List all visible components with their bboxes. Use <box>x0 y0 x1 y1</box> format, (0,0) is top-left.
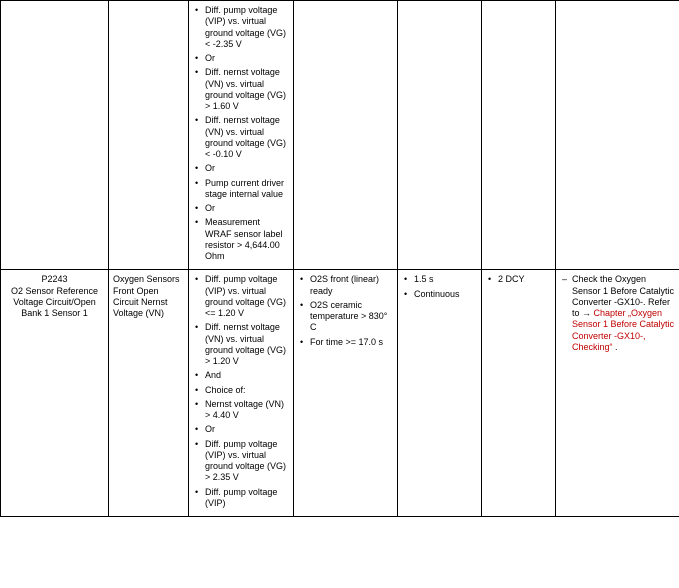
secondary-item: O2S ceramic temperature > 830° C <box>298 300 393 334</box>
table-row: P2243 O2 Sensor Reference Voltage Circui… <box>1 270 679 517</box>
cell-secondary: O2S front (linear) ready O2S ceramic tem… <box>294 270 398 517</box>
criteria-list: Diff. pump voltage (VIP) vs. virtual gro… <box>193 5 289 262</box>
criteria-item: Choice of: <box>193 385 289 396</box>
cell-action <box>556 1 679 270</box>
cell-mil: 2 DCY <box>482 270 556 517</box>
secondary-list: O2S front (linear) ready O2S ceramic tem… <box>298 274 393 348</box>
criteria-item: Diff. nernst voltage (VN) vs. virtual gr… <box>193 67 289 112</box>
mil-item: 2 DCY <box>486 274 551 285</box>
page-container: Diff. pump voltage (VIP) vs. virtual gro… <box>0 0 679 588</box>
cell-action: Check the Oxygen Sensor 1 Before Catalyt… <box>556 270 679 517</box>
criteria-item: Or <box>193 424 289 435</box>
time-list: 1.5 s Continuous <box>402 274 477 300</box>
secondary-item: O2S front (linear) ready <box>298 274 393 297</box>
cell-secondary <box>294 1 398 270</box>
action-text-post: . <box>613 342 618 352</box>
criteria-item: Or <box>193 53 289 64</box>
action-item: Check the Oxygen Sensor 1 Before Catalyt… <box>560 274 675 353</box>
time-item: 1.5 s <box>402 274 477 285</box>
dtc-code: P2243 <box>5 274 104 285</box>
criteria-item: Diff. pump voltage (VIP) <box>193 487 289 510</box>
cell-time: 1.5 s Continuous <box>398 270 482 517</box>
criteria-item: Diff. nernst voltage (VN) vs. virtual gr… <box>193 115 289 160</box>
action-list: Check the Oxygen Sensor 1 Before Catalyt… <box>560 274 675 353</box>
cell-criteria: Diff. pump voltage (VIP) vs. virtual gro… <box>189 270 294 517</box>
cell-mil <box>482 1 556 270</box>
criteria-item: Pump current driver stage internal value <box>193 178 289 201</box>
criteria-item: And <box>193 370 289 381</box>
criteria-item: Diff. nernst voltage (VN) vs. virtual gr… <box>193 322 289 367</box>
table-row: Diff. pump voltage (VIP) vs. virtual gro… <box>1 1 679 270</box>
cell-dtc <box>1 1 109 270</box>
cell-criteria: Diff. pump voltage (VIP) vs. virtual gro… <box>189 1 294 270</box>
cell-dtc: P2243 O2 Sensor Reference Voltage Circui… <box>1 270 109 517</box>
time-item: Continuous <box>402 289 477 300</box>
cell-monitor <box>109 1 189 270</box>
mil-list: 2 DCY <box>486 274 551 285</box>
criteria-item: Or <box>193 163 289 174</box>
criteria-item: Or <box>193 203 289 214</box>
criteria-item: Measurement WRAF sensor label resistor >… <box>193 217 289 262</box>
secondary-item: For time >= 17.0 s <box>298 337 393 348</box>
dtc-table: Diff. pump voltage (VIP) vs. virtual gro… <box>0 0 679 517</box>
criteria-item: Diff. pump voltage (VIP) vs. virtual gro… <box>193 5 289 50</box>
criteria-list: Diff. pump voltage (VIP) vs. virtual gro… <box>193 274 289 509</box>
dtc-desc: O2 Sensor Reference Voltage Circuit/Open… <box>5 286 104 320</box>
monitor-text: Oxygen Sensors Front Open Circuit Nernst… <box>113 274 180 318</box>
cell-monitor: Oxygen Sensors Front Open Circuit Nernst… <box>109 270 189 517</box>
criteria-item: Diff. pump voltage (VIP) vs. virtual gro… <box>193 274 289 319</box>
criteria-item: Diff. pump voltage (VIP) vs. virtual gro… <box>193 439 289 484</box>
criteria-item: Nernst voltage (VN) > 4.40 V <box>193 399 289 422</box>
cell-time <box>398 1 482 270</box>
